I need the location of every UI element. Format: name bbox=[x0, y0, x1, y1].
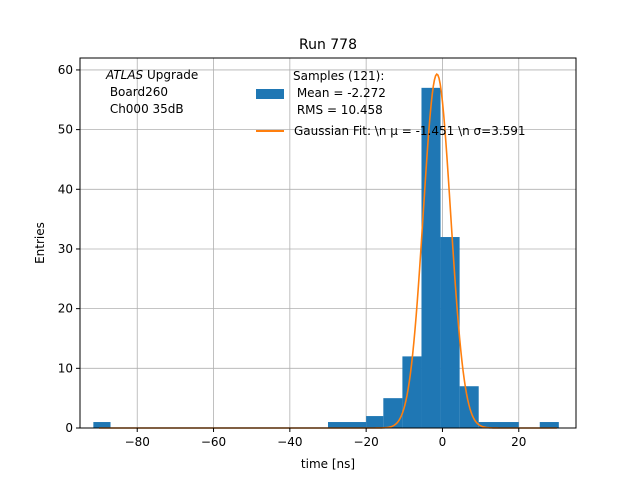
legend-fit-label: Gaussian Fit: \n μ = -1.451 \n σ=3.591 bbox=[294, 124, 526, 138]
chart-title: Run 778 bbox=[299, 37, 357, 53]
histogram-bar bbox=[328, 422, 367, 428]
info-line-channel: Ch000 35dB bbox=[106, 102, 184, 116]
legend-hist-line-3: RMS = 10.458 bbox=[293, 103, 383, 117]
legend: Samples (121): Mean = -2.272 RMS = 10.45… bbox=[256, 69, 526, 138]
histogram-bar bbox=[440, 237, 460, 428]
y-tick-label: 20 bbox=[58, 302, 73, 316]
legend-hist-line-1: Samples (121): bbox=[293, 69, 384, 83]
histogram-bar bbox=[539, 422, 559, 428]
x-tick-label: −20 bbox=[353, 435, 378, 449]
x-tick-label: −80 bbox=[125, 435, 150, 449]
histogram-bar bbox=[93, 422, 111, 428]
x-tick-label: 0 bbox=[439, 435, 447, 449]
histogram-bar bbox=[478, 422, 519, 428]
y-tick-label: 50 bbox=[58, 123, 73, 137]
histogram-bar bbox=[421, 87, 441, 428]
info-text: ATLAS Upgrade Board260 Ch000 35dB bbox=[105, 68, 198, 116]
y-axis-label: Entries bbox=[33, 222, 47, 264]
info-line-1: ATLAS Upgrade bbox=[105, 68, 198, 82]
y-tick-label: 40 bbox=[58, 182, 73, 196]
x-tick-label: −40 bbox=[277, 435, 302, 449]
x-axis-label: time [ns] bbox=[301, 457, 355, 471]
axes-frame bbox=[79, 57, 577, 429]
y-tick-label: 60 bbox=[58, 63, 73, 77]
x-tick-label: 20 bbox=[511, 435, 526, 449]
histogram-bar bbox=[366, 416, 384, 428]
atlas-label: ATLAS bbox=[105, 68, 144, 82]
y-tick-label: 0 bbox=[65, 421, 73, 435]
axis-ticks: −80 −60 −40 −20 0 20 0 10 20 30 40 50 60 bbox=[58, 63, 527, 449]
info-line-board: Board260 bbox=[106, 85, 168, 99]
histogram-bar bbox=[402, 356, 422, 428]
y-tick-label: 10 bbox=[58, 361, 73, 375]
y-tick-label: 30 bbox=[58, 242, 73, 256]
legend-hist-line-2: Mean = -2.272 bbox=[293, 86, 386, 100]
grid-layer bbox=[80, 58, 576, 429]
x-tick-label: −60 bbox=[201, 435, 226, 449]
histogram-bar bbox=[383, 398, 403, 428]
upgrade-label: Upgrade bbox=[143, 68, 198, 82]
legend-histogram-swatch bbox=[256, 89, 284, 99]
